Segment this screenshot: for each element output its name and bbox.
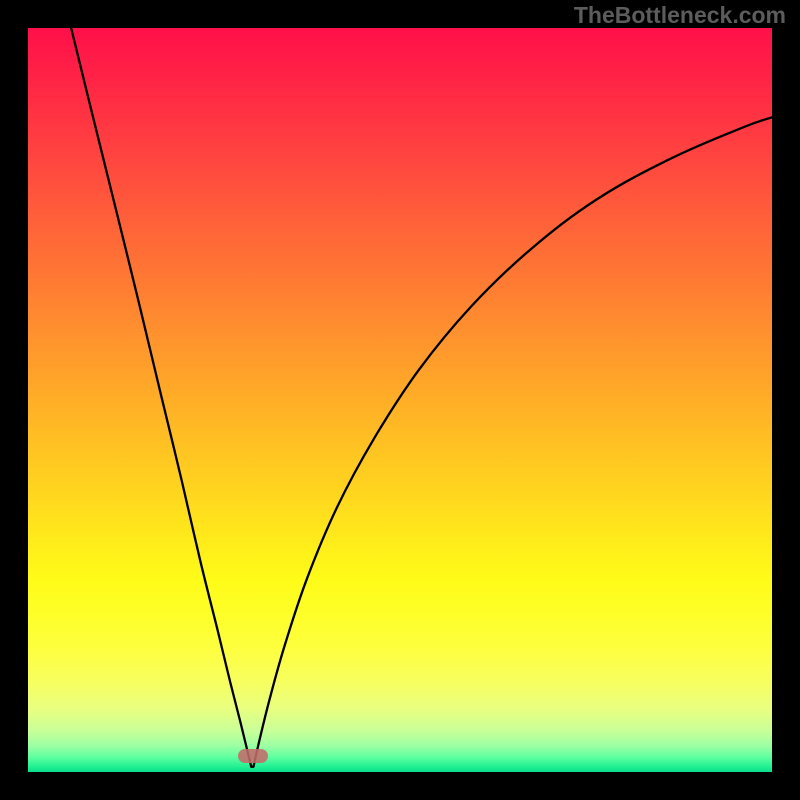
apex-marker bbox=[238, 749, 268, 763]
bottleneck-curve bbox=[71, 28, 772, 767]
plot-area bbox=[28, 28, 772, 772]
curve-svg bbox=[28, 28, 772, 772]
watermark-text: TheBottleneck.com bbox=[574, 2, 786, 29]
chart-stage: TheBottleneck.com bbox=[0, 0, 800, 800]
